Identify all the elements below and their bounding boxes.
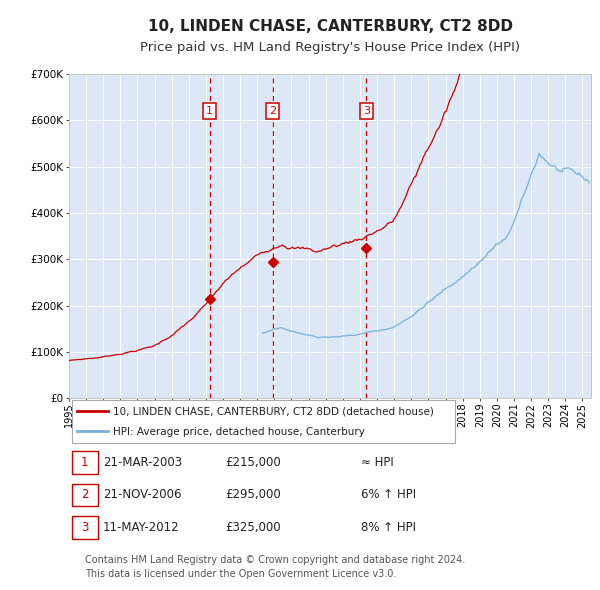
FancyBboxPatch shape [71,516,98,539]
Text: 6% ↑ HPI: 6% ↑ HPI [361,489,416,502]
Text: 8% ↑ HPI: 8% ↑ HPI [361,521,416,534]
Text: 10, LINDEN CHASE, CANTERBURY, CT2 8DD: 10, LINDEN CHASE, CANTERBURY, CT2 8DD [148,19,512,34]
Text: ≈ HPI: ≈ HPI [361,456,394,469]
Text: 1: 1 [206,106,213,116]
Text: 3: 3 [81,521,88,534]
Text: £215,000: £215,000 [226,456,281,469]
Text: HPI: Average price, detached house, Canterbury: HPI: Average price, detached house, Cant… [113,427,365,437]
Text: Price paid vs. HM Land Registry's House Price Index (HPI): Price paid vs. HM Land Registry's House … [140,41,520,54]
FancyBboxPatch shape [71,400,455,442]
Text: Contains HM Land Registry data © Crown copyright and database right 2024.
This d: Contains HM Land Registry data © Crown c… [85,555,465,579]
Text: 1: 1 [81,456,88,469]
Text: 21-NOV-2006: 21-NOV-2006 [103,489,181,502]
Text: 10, LINDEN CHASE, CANTERBURY, CT2 8DD (detached house): 10, LINDEN CHASE, CANTERBURY, CT2 8DD (d… [113,407,434,417]
Text: 21-MAR-2003: 21-MAR-2003 [103,456,182,469]
Text: 2: 2 [269,106,276,116]
Text: £325,000: £325,000 [226,521,281,534]
FancyBboxPatch shape [71,451,98,474]
Text: £295,000: £295,000 [226,489,281,502]
Text: 2: 2 [81,489,88,502]
FancyBboxPatch shape [71,484,98,506]
Text: 11-MAY-2012: 11-MAY-2012 [103,521,179,534]
Text: 3: 3 [363,106,370,116]
